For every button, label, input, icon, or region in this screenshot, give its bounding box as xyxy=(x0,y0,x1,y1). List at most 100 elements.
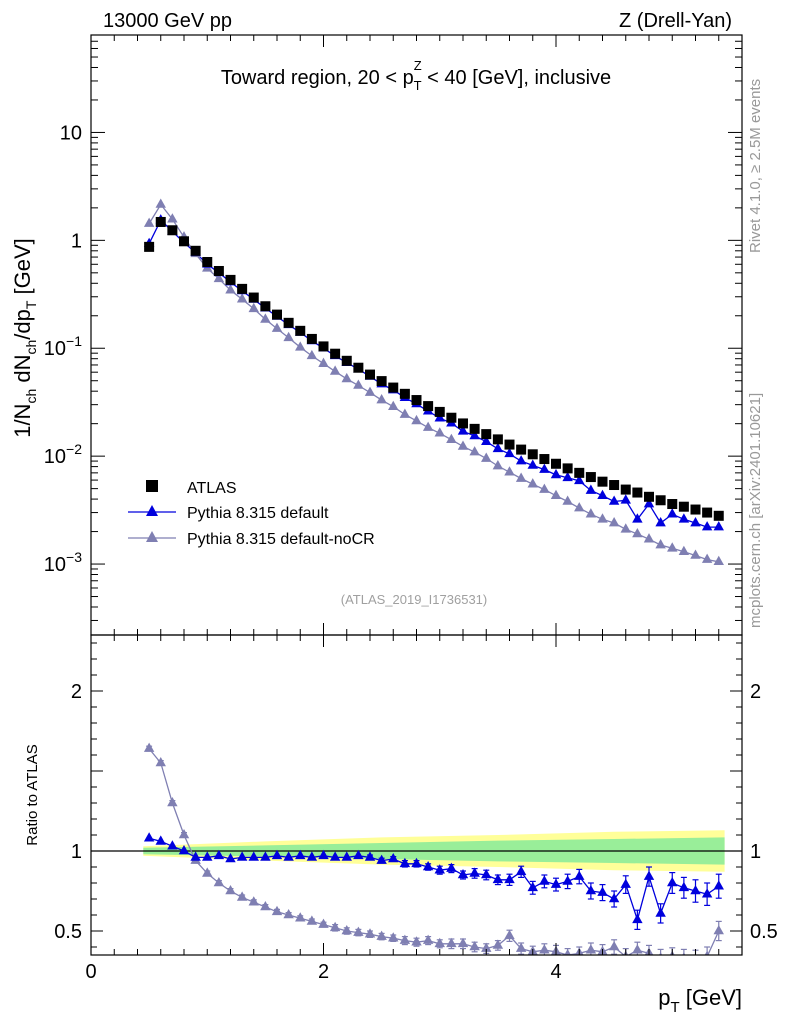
ratio-point xyxy=(202,851,213,861)
data-point xyxy=(504,447,515,458)
data-point xyxy=(423,401,434,412)
ratio-point xyxy=(446,862,457,872)
ratio-point xyxy=(701,888,713,898)
y-tick-label-base: 10 xyxy=(44,338,66,360)
data-point xyxy=(225,274,236,285)
data-point xyxy=(329,365,341,375)
data-point xyxy=(620,523,631,533)
ratio-point xyxy=(411,857,422,868)
ratio-point xyxy=(306,915,318,925)
data-point xyxy=(492,460,504,470)
ratio-point xyxy=(550,878,562,888)
ratio-point xyxy=(155,757,166,767)
data-point xyxy=(644,491,654,502)
y-tick-label-base: 10 xyxy=(44,446,66,468)
data-point xyxy=(574,467,585,478)
ratio-point xyxy=(504,873,515,884)
data-point xyxy=(690,504,701,515)
ratio-point xyxy=(504,929,515,940)
ratio-point xyxy=(213,877,225,887)
ratio-point xyxy=(527,881,538,892)
ratio-point xyxy=(446,937,457,948)
data-point xyxy=(446,433,457,444)
data-point xyxy=(481,429,492,440)
ratio-point xyxy=(515,865,527,876)
ratio-point xyxy=(376,854,387,864)
ratio-point xyxy=(422,934,434,944)
ratio-point xyxy=(271,849,283,860)
legend-label-default: Pythia 8.315 default xyxy=(187,505,329,522)
data-point xyxy=(597,513,608,523)
data-point xyxy=(702,507,713,518)
ratio-point xyxy=(643,870,655,880)
ratio-point xyxy=(353,849,364,860)
ratio-point xyxy=(213,849,225,860)
data-point xyxy=(515,472,527,482)
data-point xyxy=(469,429,480,440)
data-point xyxy=(701,521,713,531)
data-point xyxy=(574,502,585,512)
y-tick-label-base: 10 xyxy=(44,554,66,576)
ratio-point xyxy=(202,867,213,877)
ratio-point xyxy=(248,851,259,861)
data-point xyxy=(167,213,178,223)
ratio-point xyxy=(585,885,597,895)
y-tick-label-exp: −1 xyxy=(66,333,82,349)
x-tick-label: 0 xyxy=(85,961,96,983)
ratio-point xyxy=(283,909,294,919)
data-point xyxy=(167,225,178,236)
analysis-tag: (ATLAS_2019_I1736531) xyxy=(341,592,487,607)
ratio-point xyxy=(422,861,434,871)
ratio-point xyxy=(143,742,155,752)
ratio-point xyxy=(492,939,504,949)
data-point xyxy=(678,501,689,512)
ratio-point xyxy=(620,878,631,888)
ratio-point xyxy=(481,942,492,952)
data-point xyxy=(620,484,631,495)
data-point xyxy=(457,425,469,435)
data-point xyxy=(260,301,271,312)
data-point xyxy=(306,349,318,360)
data-point xyxy=(144,241,155,252)
ratio-panel-marks xyxy=(91,742,742,955)
data-point xyxy=(213,272,225,283)
ratio-y-tick-label-right: 0.5 xyxy=(750,921,778,943)
ratio-y-tick-label-right: 2 xyxy=(750,681,761,703)
ratio-point xyxy=(341,925,352,935)
data-point xyxy=(236,293,248,303)
data-point xyxy=(632,513,643,523)
ratio-point xyxy=(167,797,178,807)
ratio-point xyxy=(655,907,666,917)
data-point xyxy=(620,494,631,504)
ratio-point xyxy=(271,905,283,916)
data-point xyxy=(190,245,201,256)
data-point xyxy=(678,545,690,556)
data-point xyxy=(632,527,643,538)
ratio-point xyxy=(295,849,306,860)
data-point xyxy=(585,484,597,494)
ratio-point xyxy=(539,944,550,954)
ratio-point xyxy=(236,851,248,861)
ratio-point xyxy=(608,941,620,951)
data-point xyxy=(399,408,411,418)
data-point xyxy=(353,362,364,373)
data-point xyxy=(515,455,527,465)
data-point xyxy=(469,423,480,434)
ratio-point xyxy=(364,851,376,861)
series-markers-2 xyxy=(143,198,724,566)
data-point xyxy=(306,333,317,344)
ratio-point xyxy=(608,893,620,903)
ratio-point xyxy=(329,921,341,932)
data-point xyxy=(458,418,468,429)
data-point xyxy=(469,446,480,456)
data-point xyxy=(597,476,608,487)
ratio-point xyxy=(295,912,306,922)
legend-label-atlas: ATLAS xyxy=(187,480,237,497)
ratio-point xyxy=(341,851,352,861)
ratio-y-tick-label-left: 2 xyxy=(71,681,82,703)
data-point xyxy=(678,513,690,523)
data-point xyxy=(539,483,550,493)
ratio-point xyxy=(260,901,271,911)
